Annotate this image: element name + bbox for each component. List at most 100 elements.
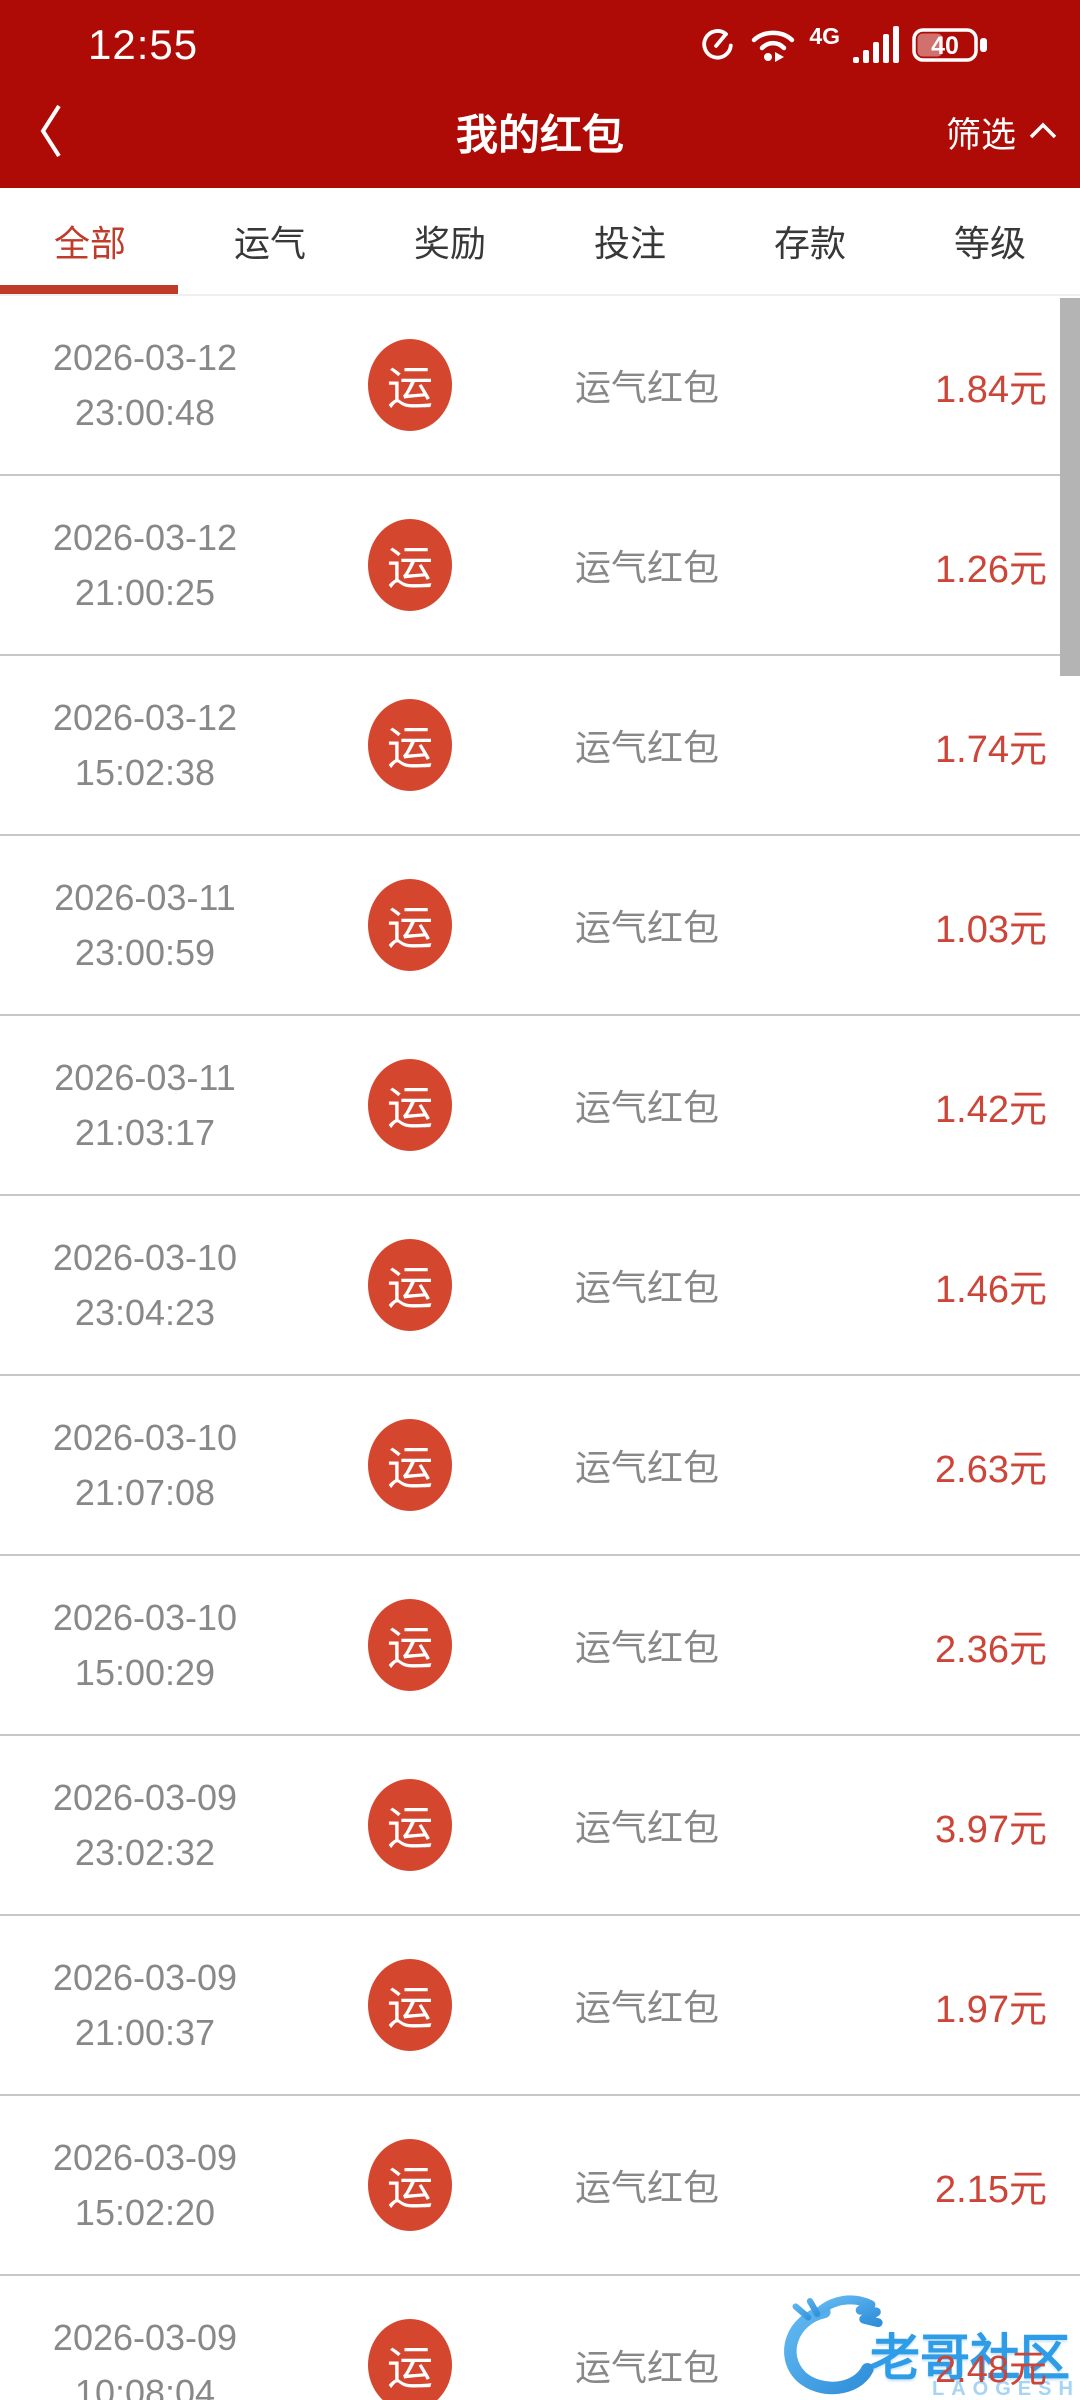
row-badge-cell: 运 bbox=[290, 1059, 530, 1151]
red-packet-badge: 运 bbox=[368, 519, 452, 611]
row-badge-cell: 运 bbox=[290, 879, 530, 971]
filter-button[interactable]: 筛选 bbox=[946, 107, 1058, 158]
active-tab-underline bbox=[0, 285, 178, 294]
red-packet-row[interactable]: 2026-03-09 23:02:32 运 运气红包 3.97元 bbox=[0, 1736, 1080, 1916]
row-datetime: 2026-03-09 21:00:37 bbox=[0, 1958, 290, 2052]
red-packet-badge: 运 bbox=[368, 339, 452, 431]
row-time: 21:07:08 bbox=[74, 1471, 216, 1513]
red-packet-row[interactable]: 2026-03-10 15:00:29 运 运气红包 2.36元 bbox=[0, 1556, 1080, 1736]
row-datetime: 2026-03-10 15:00:29 bbox=[0, 1598, 290, 1692]
scrollbar-thumb[interactable] bbox=[1060, 298, 1080, 676]
row-datetime: 2026-03-11 23:00:59 bbox=[0, 878, 290, 972]
row-type-label: 运气红包 bbox=[575, 1627, 720, 1668]
red-packet-row[interactable]: 2026-03-09 15:02:20 运 运气红包 2.15元 bbox=[0, 2096, 1080, 2276]
tab-label: 运气 bbox=[233, 223, 306, 264]
row-type-label: 运气红包 bbox=[575, 1447, 720, 1488]
red-packet-badge: 运 bbox=[368, 1779, 452, 1871]
row-date: 2026-03-10 bbox=[52, 1596, 238, 1638]
badge-char: 运 bbox=[387, 1982, 433, 2034]
red-packet-badge: 运 bbox=[368, 879, 452, 971]
row-type-label: 运气红包 bbox=[575, 367, 720, 408]
red-packet-row[interactable]: 2026-03-10 23:04:23 运 运气红包 1.46元 bbox=[0, 1196, 1080, 1376]
tab-bet[interactable]: 投注 bbox=[540, 188, 720, 294]
row-type-label: 运气红包 bbox=[575, 1807, 720, 1848]
row-datetime: 2026-03-09 10:08:04 bbox=[0, 2318, 290, 2400]
row-time: 15:00:29 bbox=[74, 1651, 216, 1693]
status-time: 12:55 bbox=[88, 21, 199, 68]
row-type-label: 运气红包 bbox=[575, 547, 720, 588]
status-icons: 4G 40 bbox=[697, 22, 990, 65]
row-datetime: 2026-03-09 23:02:32 bbox=[0, 1778, 290, 1872]
row-date: 2026-03-09 bbox=[52, 2316, 238, 2358]
red-packet-list: 2026-03-12 23:00:48 运 运气红包 1.84元 2026-03… bbox=[0, 296, 1080, 2400]
back-button[interactable] bbox=[36, 102, 64, 163]
row-amount: 2.48元 bbox=[935, 2348, 1047, 2391]
chevron-up-icon bbox=[1028, 122, 1058, 143]
tab-bar: 全部 运气 奖励 投注 存款 等级 bbox=[0, 188, 1080, 296]
tab-all[interactable]: 全部 bbox=[0, 188, 180, 294]
status-bar: 12:55 4G bbox=[0, 0, 1080, 76]
row-type-label: 运气红包 bbox=[575, 727, 720, 768]
row-amount: 1.46元 bbox=[935, 1268, 1047, 1311]
row-badge-cell: 运 bbox=[290, 1419, 530, 1511]
row-badge-cell: 运 bbox=[290, 1959, 530, 2051]
red-packet-badge: 运 bbox=[368, 1059, 452, 1151]
row-date: 2026-03-09 bbox=[52, 1776, 238, 1818]
row-type-label: 运气红包 bbox=[575, 1087, 720, 1128]
row-badge-cell: 运 bbox=[290, 1239, 530, 1331]
row-badge-cell: 运 bbox=[290, 1599, 530, 1691]
red-packet-badge: 运 bbox=[368, 1959, 452, 2051]
row-badge-cell: 运 bbox=[290, 519, 530, 611]
row-type-label: 运气红包 bbox=[575, 907, 720, 948]
row-amount: 1.42元 bbox=[935, 1088, 1047, 1131]
row-time: 21:00:37 bbox=[74, 2011, 216, 2053]
nav-bar: 我的红包 筛选 bbox=[0, 76, 1080, 188]
row-datetime: 2026-03-09 15:02:20 bbox=[0, 2138, 290, 2232]
back-chevron-icon bbox=[36, 102, 64, 163]
row-datetime: 2026-03-12 23:00:48 bbox=[0, 338, 290, 432]
app-header: 12:55 4G bbox=[0, 0, 1080, 188]
network-type-label: 4G bbox=[809, 22, 840, 49]
red-packet-row[interactable]: 2026-03-12 21:00:25 运 运气红包 1.26元 bbox=[0, 476, 1080, 656]
red-packet-row[interactable]: 2026-03-11 21:03:17 运 运气红包 1.42元 bbox=[0, 1016, 1080, 1196]
tab-level[interactable]: 等级 bbox=[900, 188, 1080, 294]
red-packet-badge: 运 bbox=[368, 1419, 452, 1511]
red-packet-row[interactable]: 2026-03-09 10:08:04 运 运气红包 2.48元 bbox=[0, 2276, 1080, 2400]
red-packet-row[interactable]: 2026-03-10 21:07:08 运 运气红包 2.63元 bbox=[0, 1376, 1080, 1556]
row-date: 2026-03-12 bbox=[52, 336, 238, 378]
red-packet-badge: 运 bbox=[368, 2139, 452, 2231]
row-badge-cell: 运 bbox=[290, 2319, 530, 2400]
row-amount: 1.97元 bbox=[935, 1988, 1047, 2031]
page-title: 我的红包 bbox=[455, 111, 625, 159]
row-amount: 2.36元 bbox=[935, 1628, 1047, 1671]
row-date: 2026-03-12 bbox=[52, 696, 238, 738]
row-datetime: 2026-03-12 15:02:38 bbox=[0, 698, 290, 792]
red-packet-row[interactable]: 2026-03-09 21:00:37 运 运气红包 1.97元 bbox=[0, 1916, 1080, 2096]
red-packet-row[interactable]: 2026-03-12 23:00:48 运 运气红包 1.84元 bbox=[0, 296, 1080, 476]
row-datetime: 2026-03-10 21:07:08 bbox=[0, 1418, 290, 1512]
row-date: 2026-03-09 bbox=[52, 2136, 238, 2178]
row-date: 2026-03-10 bbox=[52, 1416, 238, 1458]
badge-char: 运 bbox=[387, 542, 433, 594]
row-time: 10:08:04 bbox=[74, 2371, 216, 2400]
row-badge-cell: 运 bbox=[290, 2139, 530, 2231]
row-datetime: 2026-03-12 21:00:25 bbox=[0, 518, 290, 612]
row-badge-cell: 运 bbox=[290, 339, 530, 431]
tab-deposit[interactable]: 存款 bbox=[720, 188, 900, 294]
tab-label: 等级 bbox=[953, 223, 1026, 264]
tab-reward[interactable]: 奖励 bbox=[360, 188, 540, 294]
red-packet-row[interactable]: 2026-03-12 15:02:38 运 运气红包 1.74元 bbox=[0, 656, 1080, 836]
row-time: 21:00:25 bbox=[74, 571, 216, 613]
battery-icon: 40 bbox=[912, 25, 990, 65]
tab-luck[interactable]: 运气 bbox=[180, 188, 360, 294]
row-type-label: 运气红包 bbox=[575, 2167, 720, 2208]
row-type-label: 运气红包 bbox=[575, 1987, 720, 2028]
row-type-label: 运气红包 bbox=[575, 1267, 720, 1308]
row-badge-cell: 运 bbox=[290, 699, 530, 791]
row-amount: 1.26元 bbox=[935, 548, 1047, 591]
red-packet-row[interactable]: 2026-03-11 23:00:59 运 运气红包 1.03元 bbox=[0, 836, 1080, 1016]
data-saver-icon bbox=[697, 25, 737, 65]
row-date: 2026-03-11 bbox=[54, 1056, 236, 1098]
row-date: 2026-03-09 bbox=[52, 1956, 238, 1998]
badge-char: 运 bbox=[387, 2342, 433, 2394]
